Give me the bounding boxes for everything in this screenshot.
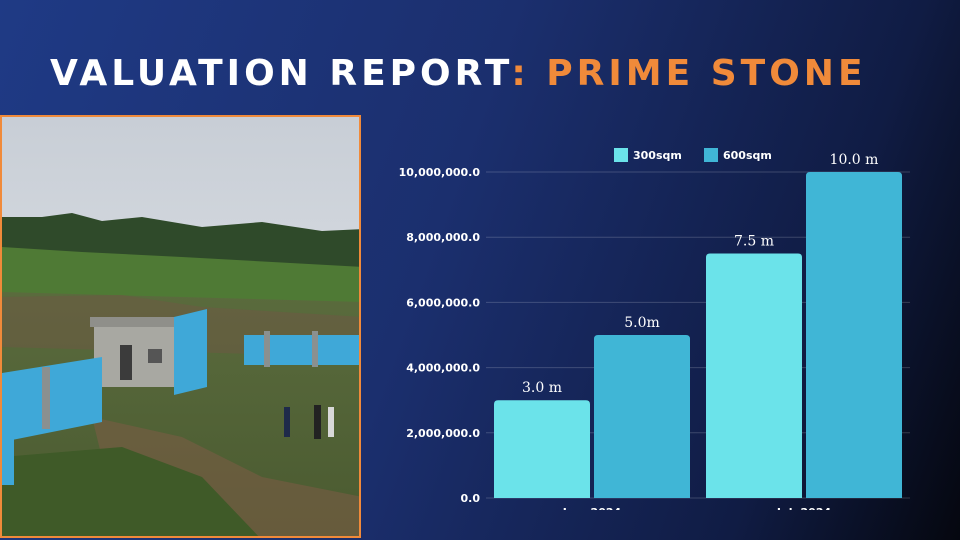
- valuation-bar-chart: 0.0 2,000,000.0 4,000,000.0 6,000,000.0 8,00…: [399, 148, 910, 510]
- y-tick-label: 2,000,000.0: [406, 427, 480, 440]
- bar: [806, 172, 902, 498]
- x-tick-label: Jun. 2024: [562, 506, 622, 510]
- land-photo: [0, 115, 361, 538]
- bar: [706, 253, 802, 498]
- legend-swatch: [614, 148, 628, 162]
- data-label: 7.5 m: [734, 234, 774, 250]
- x-tick-label: Jul. 2024: [776, 506, 832, 510]
- land-photo-icon: [2, 117, 359, 536]
- y-tick-label: 8,000,000.0: [406, 231, 480, 244]
- legend-swatch: [704, 148, 718, 162]
- legend-label: 300sqm: [633, 149, 682, 162]
- y-tick-label: 6,000,000.0: [406, 296, 480, 309]
- bar: [594, 335, 690, 498]
- y-tick-label: 4,000,000.0: [406, 362, 480, 375]
- data-label: 5.0m: [624, 315, 660, 331]
- title-accent: : PRIME STONE: [511, 53, 867, 94]
- y-tick-label: 0.0: [461, 492, 481, 505]
- title-main: VALUATION REPORT: [50, 53, 512, 94]
- y-tick-label: 10,000,000.0: [399, 166, 481, 179]
- legend-label: 600sqm: [723, 149, 772, 162]
- slide-title: VALUATION REPORT: PRIME STONE: [50, 50, 867, 98]
- data-label: 10.0 m: [830, 152, 879, 168]
- data-label: 3.0 m: [522, 380, 562, 396]
- bar: [494, 400, 590, 498]
